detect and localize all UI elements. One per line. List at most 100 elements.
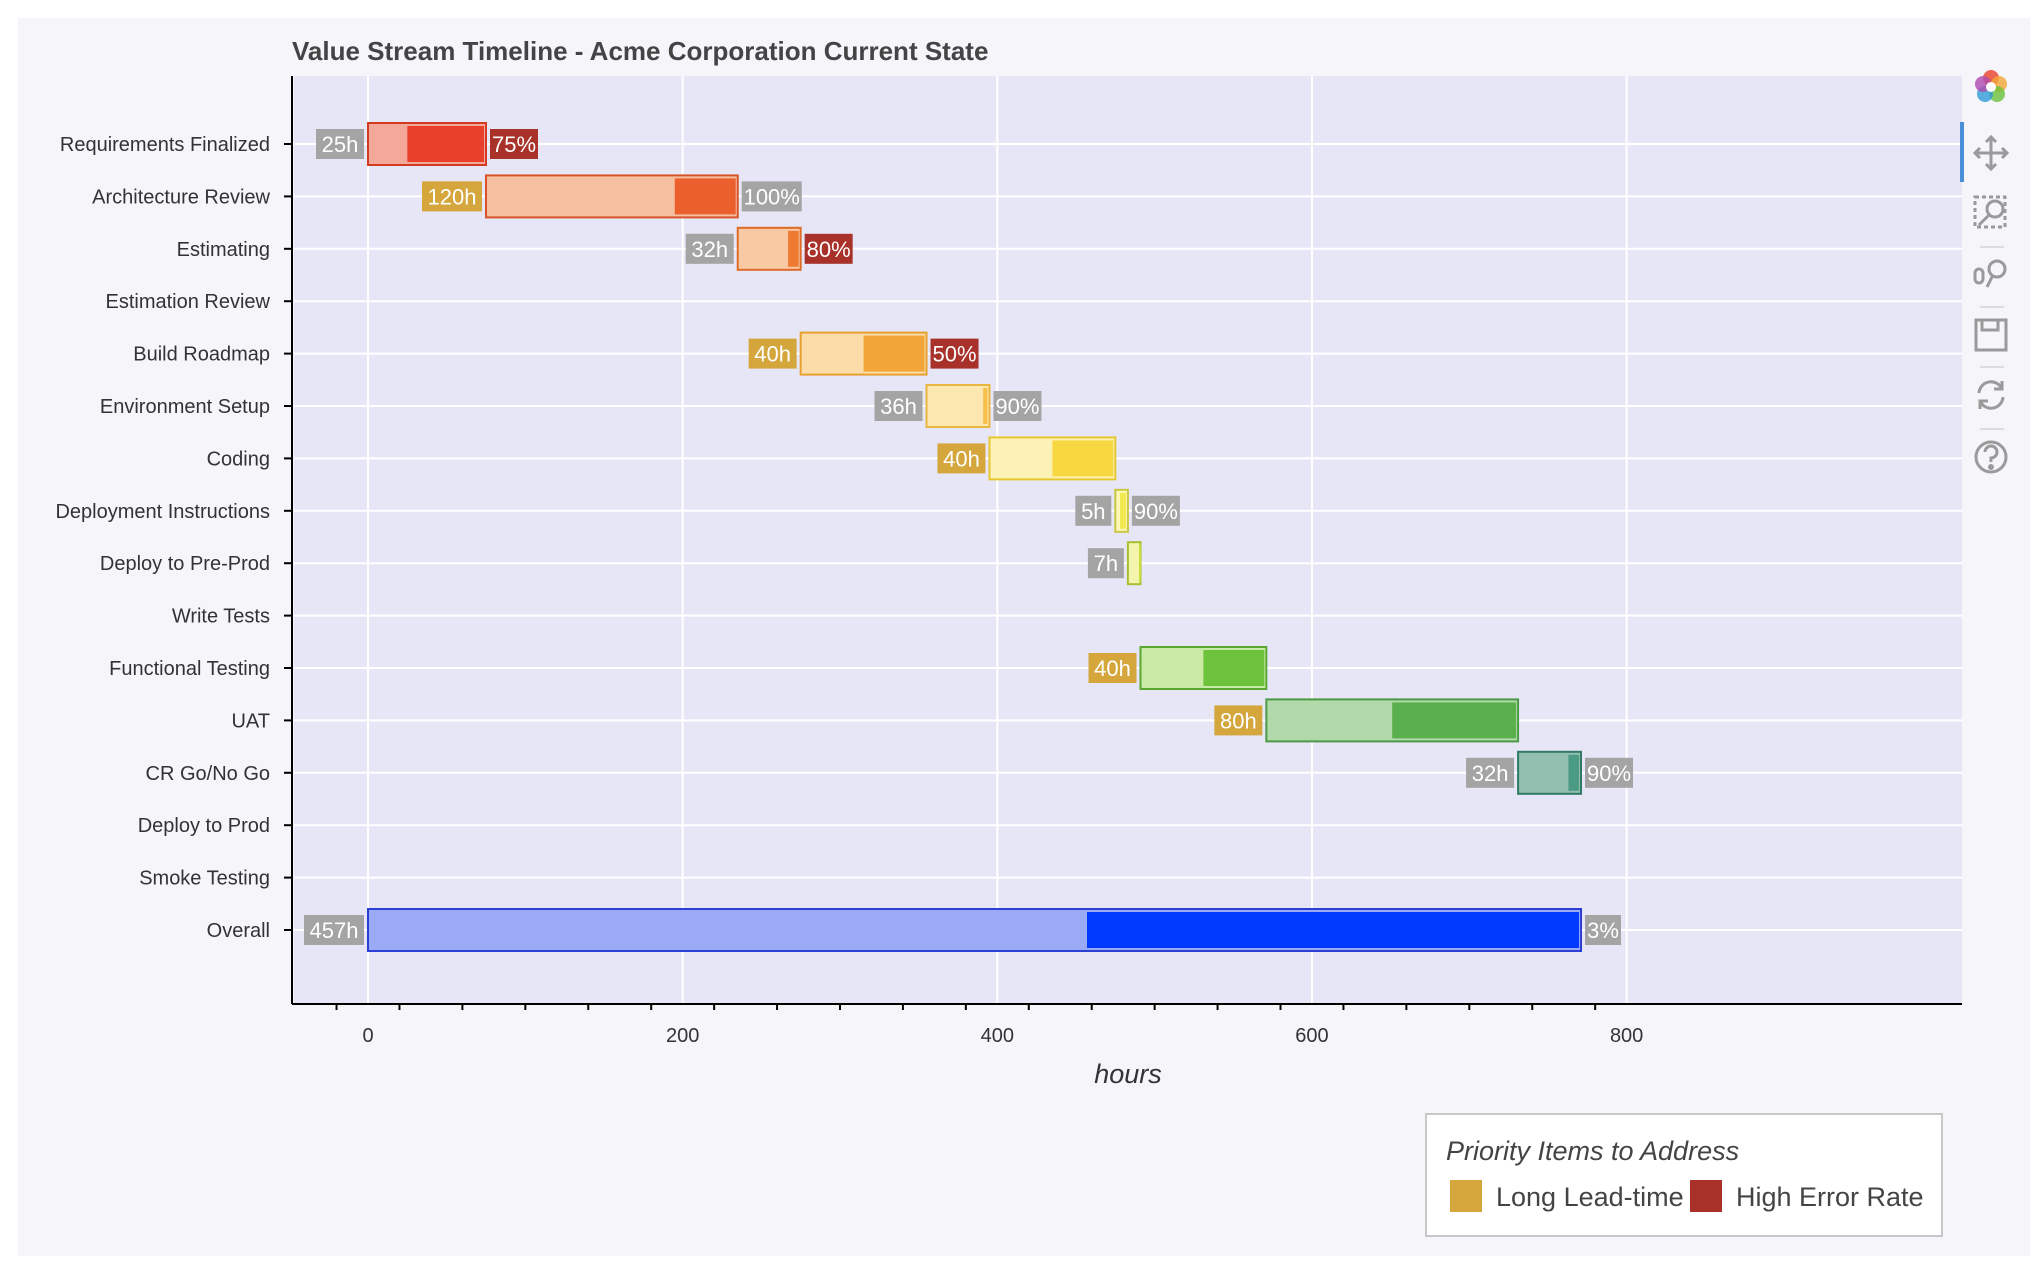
process-label-estimating: 32h: [691, 237, 728, 262]
y-tick-label: Deploy to Pre-Prod: [100, 553, 270, 575]
x-axis-label: hours: [1094, 1059, 1162, 1089]
bar-process-deploy-to-pre-prod: [1138, 545, 1141, 582]
error-label-deployment-instructions-bg: [1131, 495, 1180, 526]
x-tick-label: 600: [1295, 1025, 1328, 1047]
bar-process-architecture-review: [674, 178, 736, 215]
toolbar-separator: [1980, 306, 2004, 308]
bar-process-coding: [1052, 440, 1114, 477]
axes: [291, 76, 1962, 1005]
bar-waiting-environment-setup: [925, 384, 991, 428]
process-label-architecture-review: 120h: [428, 184, 477, 209]
bar-process-functional-testing: [1203, 650, 1265, 686]
error-label-overall-bg: [1585, 915, 1622, 945]
wheel-zoom-icon[interactable]: [1968, 252, 2014, 298]
error-label-requirements-finalized: 75%: [492, 132, 536, 157]
legend-title: Priority Items to Address: [1446, 1136, 1739, 1166]
process-label-overall: 457h: [310, 918, 359, 943]
process-label-requirements-finalized: 25h: [322, 132, 359, 157]
y-tick-labels: Requirements Finalized Architecture Revie…: [55, 134, 292, 942]
x-tick-label: 200: [666, 1025, 699, 1047]
error-label-architecture-review: 100%: [744, 184, 800, 209]
bar-process-deployment-instructions: [1120, 492, 1126, 529]
y-tick-label: Estimation Review: [105, 291, 270, 313]
error-label-estimating-bg: [804, 233, 853, 264]
process-label-coding: 40h: [943, 446, 980, 471]
process-label-uat-bg: [1214, 705, 1263, 736]
process-label-environment-setup: 36h: [880, 394, 917, 419]
value-labels-layer: 25h 75% 120h 100% 32h 80% 40h 50% 36h 90% 40h 5h 90%…: [304, 129, 1634, 945]
error-label-requirements-finalized-bg: [489, 129, 538, 159]
bar-waiting-deploy-to-pre-prod: [1126, 541, 1142, 586]
legend-swatch-long-lead-time: [1450, 1180, 1482, 1212]
process-label-deployment-instructions-bg: [1075, 495, 1112, 526]
process-label-architecture-review-bg: [421, 181, 482, 212]
y-tick-label: Overall: [207, 920, 270, 942]
bar-process-cr-go-no-go: [1568, 754, 1580, 791]
x-tick-label: 400: [981, 1025, 1014, 1047]
chart-toolbar: [1960, 60, 2020, 500]
process-label-requirements-finalized-bg: [316, 129, 364, 159]
y-tick-label: Environment Setup: [100, 396, 270, 418]
x-tick-label: 0: [362, 1025, 373, 1047]
x-tick-label: 800: [1610, 1025, 1643, 1047]
bar-process-environment-setup: [983, 388, 988, 424]
process-label-deploy-to-pre-prod: 7h: [1094, 551, 1118, 576]
legend-box: [1425, 1113, 1943, 1237]
process-label-coding-bg: [937, 443, 986, 474]
y-tick-label: Deployment Instructions: [55, 501, 270, 523]
y-tick-label: Smoke Testing: [139, 868, 270, 890]
process-label-build-roadmap: 40h: [754, 342, 791, 367]
legend-label-high-error-rate: High Error Rate: [1736, 1182, 1924, 1212]
process-label-cr-go-no-go-bg: [1466, 757, 1515, 788]
error-label-estimating: 80%: [807, 237, 851, 262]
toolbar-separator: [1980, 428, 2004, 430]
process-label-build-roadmap-bg: [748, 338, 797, 369]
legend: Priority Items to Address Long Lead-time…: [1425, 1113, 1943, 1237]
x-tick-labels: 0 200 400 600 800: [335, 1004, 1643, 1047]
bokeh-logo-icon[interactable]: [1968, 64, 2014, 110]
y-tick-label: UAT: [231, 710, 270, 732]
legend-label-long-lead-time: Long Lead-time: [1496, 1182, 1684, 1212]
save-icon[interactable]: [1968, 312, 2014, 358]
process-label-deployment-instructions: 5h: [1081, 499, 1105, 524]
bar-process-requirements-finalized: [407, 126, 484, 162]
bar-process-uat: [1392, 702, 1517, 739]
chart-title: Value Stream Timeline - Acme Corporation…: [292, 36, 988, 66]
y-tick-label: Requirements Finalized: [60, 134, 270, 156]
bars-layer: [367, 122, 1583, 952]
y-tick-label: Functional Testing: [109, 658, 270, 680]
y-tick-label: CR Go/No Go: [146, 763, 270, 785]
y-tick-label: Coding: [207, 448, 270, 470]
toolbar-separator: [1980, 246, 2004, 248]
error-label-environment-setup: 90%: [995, 394, 1039, 419]
error-label-environment-setup-bg: [993, 391, 1042, 421]
error-label-cr-go-no-go-bg: [1585, 757, 1634, 788]
error-label-architecture-review-bg: [741, 181, 802, 212]
y-tick-label: Write Tests: [172, 606, 270, 628]
box-zoom-icon[interactable]: [1968, 190, 2014, 236]
error-label-deployment-instructions: 90%: [1134, 499, 1178, 524]
y-tick-label: Architecture Review: [92, 186, 270, 208]
bar-process-build-roadmap: [863, 335, 925, 372]
process-label-estimating-bg: [685, 233, 734, 264]
plot-area: [294, 76, 1962, 1004]
y-tick-label: Build Roadmap: [133, 344, 270, 366]
bar-process-estimating: [788, 230, 799, 267]
y-tick-label: Estimating: [177, 239, 270, 261]
error-label-build-roadmap-bg: [930, 338, 979, 369]
help-icon[interactable]: [1968, 434, 2014, 480]
process-label-functional-testing: 40h: [1094, 656, 1131, 681]
process-label-uat: 80h: [1220, 708, 1257, 733]
error-label-cr-go-no-go: 90%: [1587, 761, 1631, 786]
process-label-environment-setup-bg: [874, 391, 923, 421]
error-label-build-roadmap: 50%: [932, 342, 976, 367]
process-label-deploy-to-pre-prod-bg: [1087, 548, 1124, 579]
bar-process-overall: [1086, 912, 1580, 948]
active-tool-indicator: [1960, 122, 1964, 182]
toolbar-separator: [1980, 366, 2004, 368]
reset-icon[interactable]: [1968, 372, 2014, 418]
process-label-overall-bg: [304, 915, 364, 945]
error-label-overall: 3%: [1587, 918, 1619, 943]
pan-icon[interactable]: [1968, 130, 2014, 176]
